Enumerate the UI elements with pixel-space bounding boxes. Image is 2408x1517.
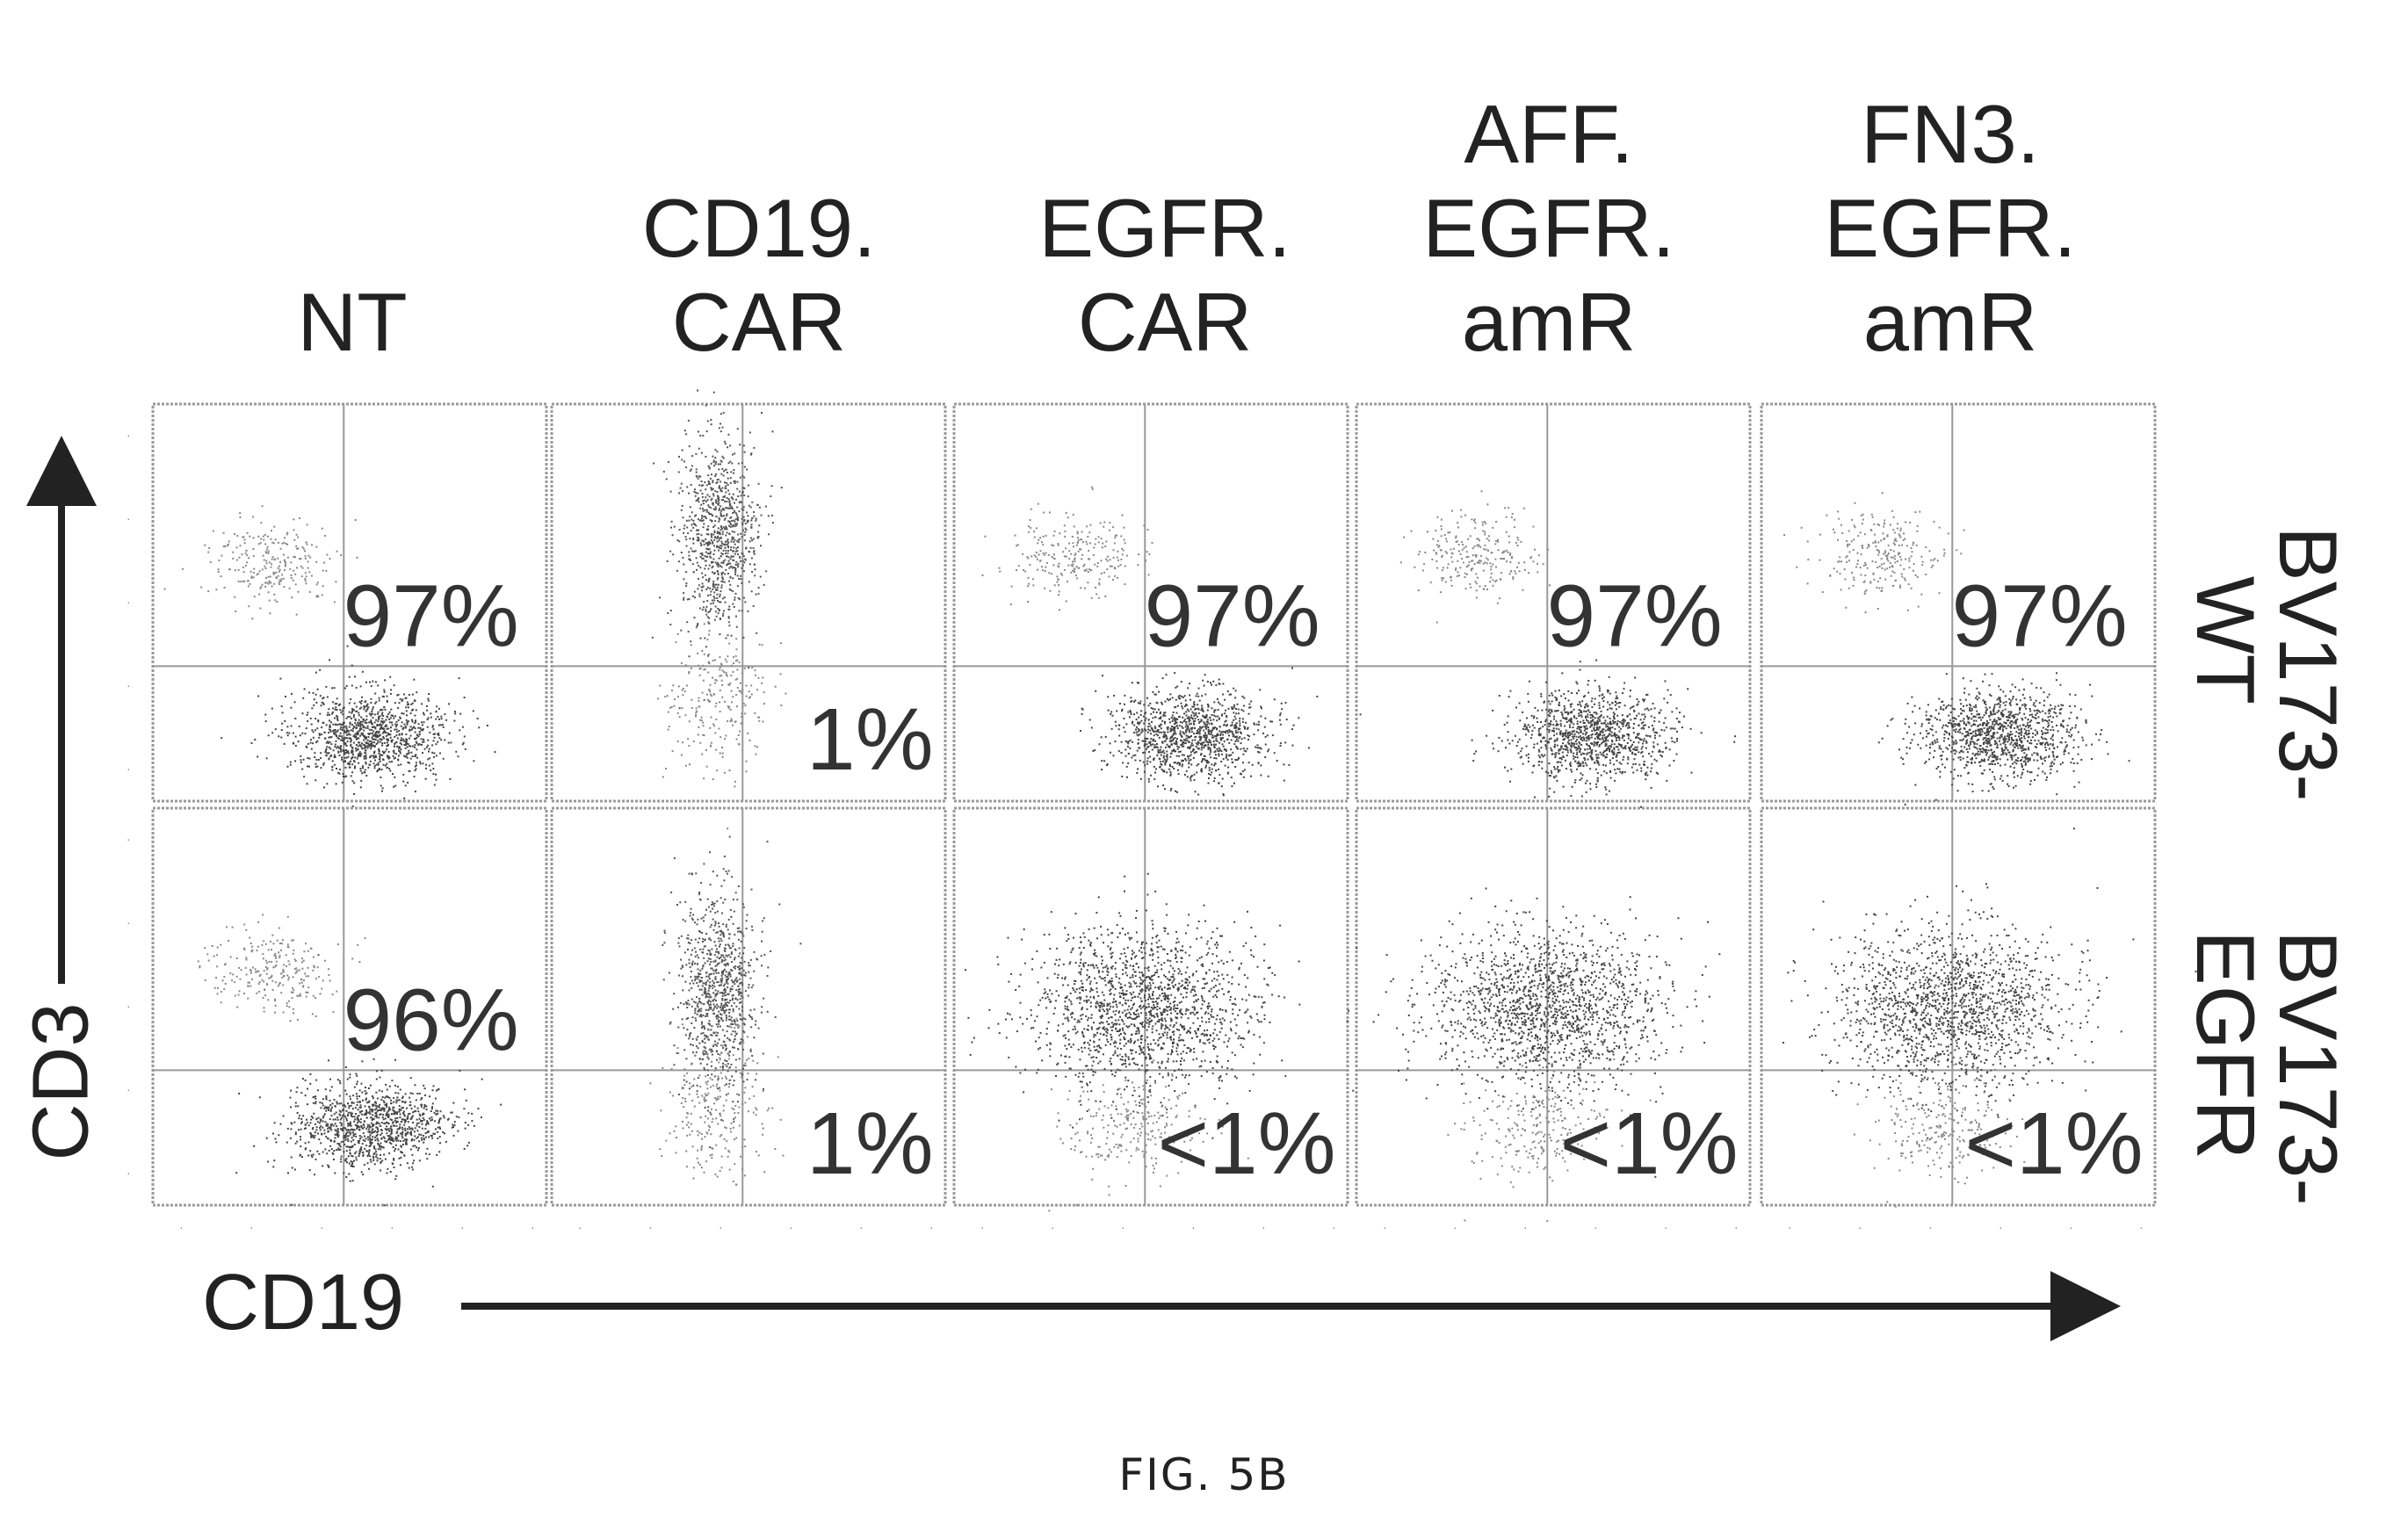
row-label-bv173-wt: BV173- WT — [2180, 526, 2354, 802]
x-tick-mark: · — [1523, 1220, 1528, 1234]
row-label-bv173-egfr: BV173- EGFR — [2180, 930, 2354, 1206]
x-tick-mark: · — [1191, 1220, 1196, 1234]
column-header-line: FN3. — [1861, 87, 2040, 180]
percent-label: <1% — [1965, 1094, 2144, 1193]
percent-label: 97% — [1546, 567, 1722, 666]
column-header-line: CD19. — [641, 181, 877, 274]
x-tick-mark: · — [859, 1220, 864, 1234]
x-tick-mark: · — [249, 1220, 254, 1234]
y-tick-mark: · — [127, 595, 131, 609]
x-tick-mark: · — [980, 1220, 985, 1234]
panel-egfr-egfrcar: <1% · · · · · · — [952, 806, 1349, 1234]
column-header-line: CAR — [671, 275, 847, 368]
x-tick-mark: · — [789, 1220, 793, 1234]
panel-wt-affegfr: 97% — [1355, 402, 1752, 808]
column-header-line: EGFR. — [1824, 181, 2077, 274]
column-header-fn3-egfr-amr: FN3. EGFR. amR — [1757, 18, 2144, 369]
x-tick-mark: · — [390, 1220, 394, 1234]
percent-label: 97% — [1144, 567, 1320, 666]
panel-wt-egfrcar: 97% — [952, 402, 1362, 808]
column-header-line: EGFR. — [1038, 181, 1291, 274]
column-header-aff-egfr-amr: AFF. EGFR. amR — [1356, 18, 1742, 369]
y-tick-mark: · — [127, 428, 131, 442]
y-tick-mark: · — [127, 1082, 131, 1096]
x-tick-mark: · — [1051, 1220, 1055, 1234]
row-label-line: BV173- — [2262, 526, 2354, 802]
percent-label: 97% — [343, 567, 518, 666]
x-tick-mark: · — [648, 1220, 653, 1234]
y-tick-mark: · — [127, 999, 131, 1013]
x-tick-mark: · — [719, 1220, 723, 1234]
x-axis-label: CD19 — [202, 1259, 405, 1347]
x-tick-mark: · — [929, 1220, 934, 1234]
x-tick-mark: · — [1453, 1220, 1457, 1234]
percent-label: 1% — [806, 1094, 934, 1193]
x-tick-mark: · — [1788, 1220, 1792, 1234]
figure-caption: FIG. 5B — [1118, 1449, 1290, 1500]
column-header-line: NT — [297, 275, 408, 368]
percent-label: 1% — [806, 690, 934, 789]
row-label-line: EGFR — [2180, 930, 2272, 1160]
y-tick-mark: · — [127, 915, 131, 929]
x-tick-mark: · — [1262, 1220, 1266, 1234]
y-tick-mark: · — [127, 511, 131, 525]
column-header-egfr-car: EGFR. CAR — [972, 18, 1358, 369]
x-tick-mark: · — [1121, 1220, 1125, 1234]
panel-wt-nt: · · · · · 97% — [127, 402, 548, 807]
panel-egfr-affegfr: <1% · · · · · · — [1352, 806, 1752, 1234]
x-tick-mark: · — [1664, 1220, 1668, 1234]
x-tick-mark: · — [1594, 1220, 1598, 1234]
y-tick-mark: · — [127, 1166, 131, 1180]
row-label-line: WT — [2180, 575, 2272, 705]
x-tick-mark: · — [1928, 1220, 1933, 1234]
column-header-line: amR — [1862, 275, 2038, 368]
column-header-line: amR — [1461, 275, 1637, 368]
panel-wt-fn3egfr: 97% — [1760, 402, 2157, 830]
percent-label: <1% — [1158, 1094, 1336, 1193]
row-label-line: BV173- — [2262, 930, 2354, 1206]
x-tick-mark: · — [1999, 1220, 2003, 1234]
x-tick-mark: · — [531, 1220, 535, 1234]
x-tick-mark: · — [1734, 1220, 1739, 1234]
percent-label: 97% — [1951, 567, 2127, 666]
x-tick-mark: · — [320, 1220, 324, 1234]
x-tick-mark: · — [2069, 1220, 2073, 1234]
y-axis-label: CD3 — [17, 1002, 105, 1161]
x-tick-mark: · — [460, 1220, 465, 1234]
y-tick-mark: · — [127, 832, 131, 846]
column-header-line: EGFR. — [1422, 181, 1675, 274]
column-header-line: AFF. — [1464, 87, 1634, 180]
x-tick-mark: · — [1858, 1220, 1862, 1234]
panel-egfr-fn3egfr: <1% · · · · · · — [1760, 806, 2197, 1234]
column-header-nt: NT — [159, 18, 546, 369]
column-header-line: CAR — [1077, 275, 1253, 368]
panel-egfr-nt: · · · · · 96% · · · · · · — [127, 806, 548, 1234]
y-tick-mark: · — [127, 762, 131, 776]
percent-label: 96% — [343, 972, 518, 1070]
column-header-cd19-car: CD19. CAR — [566, 18, 952, 369]
y-tick-mark: · — [127, 678, 131, 692]
panel-egfr-cd19car: 1% · · · · · · — [550, 806, 947, 1234]
x-tick-mark: · — [1383, 1220, 1387, 1234]
x-tick-mark: · — [1332, 1220, 1336, 1234]
x-tick-mark: · — [2139, 1220, 2144, 1234]
x-tick-mark: · — [179, 1220, 184, 1234]
percent-label: <1% — [1560, 1094, 1739, 1193]
panel-wt-cd19car: 1% — [550, 389, 947, 830]
x-tick-mark: · — [578, 1220, 582, 1234]
